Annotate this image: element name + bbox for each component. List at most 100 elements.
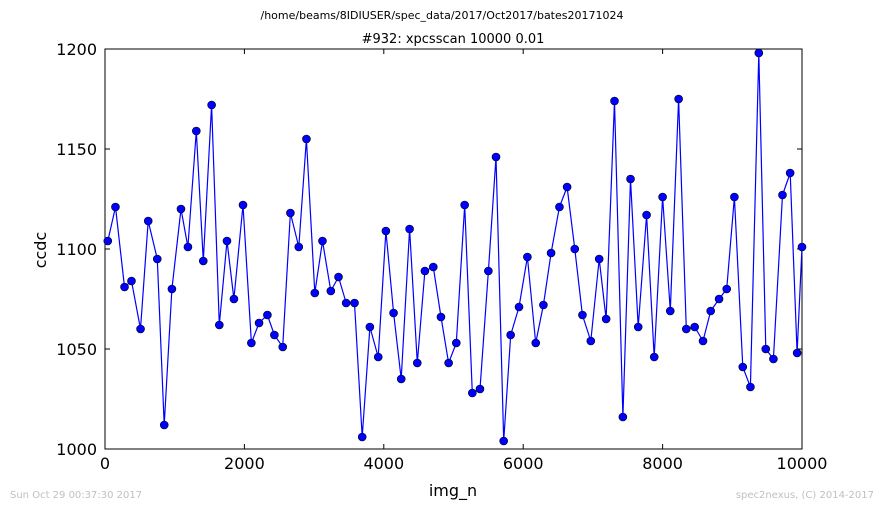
data-point	[136, 324, 145, 334]
data-point	[341, 298, 351, 308]
data-point	[238, 200, 248, 210]
x-axis-label: img_n	[429, 481, 477, 501]
data-point	[468, 388, 477, 398]
data-point	[642, 210, 651, 220]
data-point	[152, 254, 162, 264]
data-point	[618, 412, 628, 422]
data-point	[761, 344, 771, 354]
data-point	[531, 338, 541, 348]
data-point	[350, 298, 359, 308]
data-point	[523, 252, 532, 262]
data-point	[167, 284, 177, 294]
data-point	[499, 436, 508, 446]
data-point	[326, 286, 336, 296]
data-point	[159, 420, 169, 430]
data-point	[357, 432, 367, 442]
data-point	[610, 96, 619, 106]
data-point	[484, 266, 493, 276]
data-point	[754, 48, 764, 58]
data-point	[475, 384, 485, 394]
data-point	[586, 336, 596, 346]
data-point	[792, 348, 802, 358]
data-point	[578, 310, 587, 320]
data-point	[722, 284, 732, 294]
data-point	[373, 352, 383, 362]
data-point	[797, 242, 807, 252]
data-point	[103, 236, 113, 246]
plot-area	[104, 48, 803, 450]
data-point	[491, 152, 501, 162]
data-point	[698, 336, 708, 346]
data-point	[263, 310, 272, 320]
data-point	[436, 312, 446, 322]
data-point	[120, 282, 129, 292]
data-point	[405, 224, 414, 234]
data-point	[310, 288, 320, 298]
data-point	[396, 374, 406, 384]
data-point	[334, 272, 343, 282]
data-point	[738, 362, 748, 372]
data-point	[555, 202, 564, 212]
data-point	[127, 276, 136, 286]
data-point	[570, 244, 580, 254]
data-point	[769, 354, 778, 364]
x-tick-label: 0	[100, 454, 110, 473]
data-point	[674, 94, 683, 104]
data-point	[649, 352, 659, 362]
data-point	[143, 216, 153, 226]
chart-title: #932: xpcsscan 10000 0.01	[362, 32, 545, 47]
data-point	[247, 338, 256, 348]
data-point	[229, 294, 239, 304]
data-point	[633, 322, 643, 332]
data-point	[460, 200, 469, 210]
data-point	[365, 322, 375, 332]
data-point	[198, 256, 208, 266]
data-point	[706, 306, 715, 316]
data-point	[176, 204, 186, 214]
data-point	[412, 358, 422, 368]
data-point	[546, 248, 556, 258]
data-point	[302, 134, 311, 144]
data-point	[254, 318, 264, 328]
figure-suptitle: /home/beams/8IDIUSER/spec_data/2017/Oct2…	[261, 9, 624, 22]
data-point	[665, 306, 675, 316]
data-point	[389, 308, 398, 318]
x-tick-label: 4000	[363, 454, 404, 473]
data-point	[714, 294, 724, 304]
data-point	[601, 314, 611, 324]
y-tick-label: 1200	[56, 40, 97, 59]
data-point	[207, 100, 216, 110]
data-point	[658, 192, 667, 202]
data-point	[785, 168, 795, 178]
axis-ticks: 0 2000 4000 6000 8000 10000 1000 1050 1100 1150 12…	[56, 40, 827, 473]
x-tick-label: 6000	[503, 454, 544, 473]
data-point	[270, 330, 279, 340]
data-point	[746, 382, 755, 392]
data-point	[222, 236, 232, 246]
x-tick-label: 2000	[224, 454, 265, 473]
data-series	[103, 48, 807, 446]
data-point	[514, 302, 524, 312]
data-point	[294, 242, 304, 252]
data-point	[111, 202, 120, 212]
data-point	[681, 324, 691, 334]
data-point	[428, 262, 438, 272]
data-point	[594, 254, 604, 264]
data-point	[539, 300, 548, 310]
y-axis-label: ccdc	[31, 232, 50, 269]
data-point	[444, 358, 453, 368]
data-point	[690, 322, 699, 332]
data-point	[451, 338, 461, 348]
x-tick-label: 8000	[642, 454, 683, 473]
data-point	[778, 190, 787, 200]
data-point	[562, 182, 572, 192]
data-point	[318, 236, 327, 246]
data-point	[381, 226, 391, 236]
y-tick-label: 1000	[56, 440, 97, 459]
data-point	[420, 266, 430, 276]
footer-timestamp: Sun Oct 29 00:37:30 2017	[10, 490, 143, 501]
data-point	[278, 342, 288, 352]
x-tick-label: 10000	[777, 454, 828, 473]
y-tick-label: 1100	[56, 240, 97, 259]
